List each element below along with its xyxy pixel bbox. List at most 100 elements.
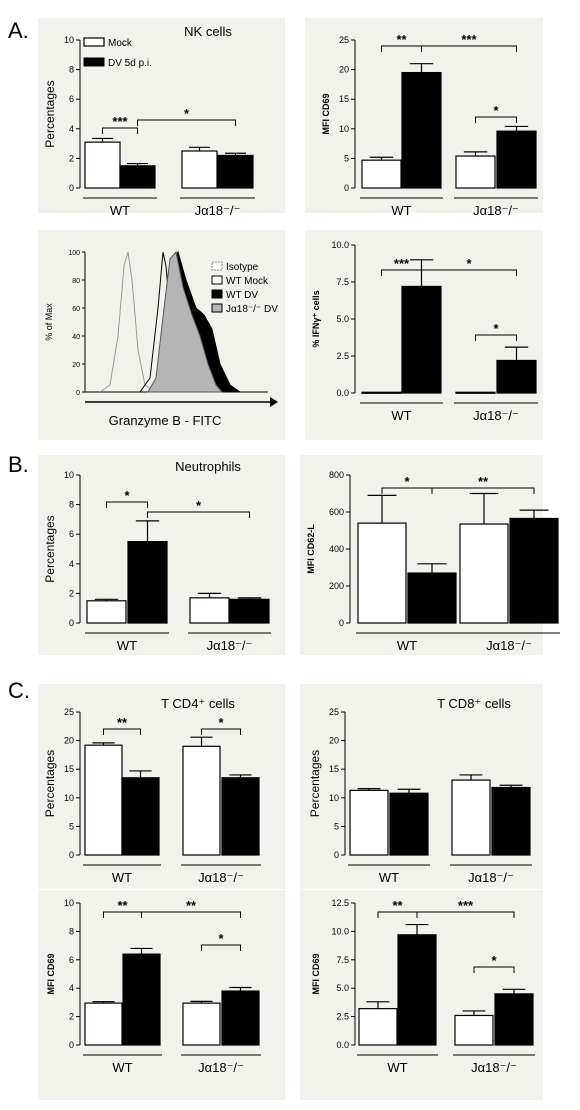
B1-title: Neutrophils — [175, 459, 241, 474]
A2-sig-bracket — [421, 45, 517, 52]
C4-sig-bracket — [473, 966, 515, 973]
A4-y-axis-label: % IFNγ⁺ cells — [311, 290, 321, 347]
A3-x-arrow-head — [270, 397, 278, 407]
A1-y-tick-label: 8 — [69, 65, 74, 75]
A2-sig-label: *** — [461, 32, 477, 47]
B1-y-tick-label: 6 — [69, 529, 74, 539]
C1-bar-mock — [84, 744, 123, 856]
C1-group-label: WT — [112, 870, 132, 885]
B1-bar-mock — [86, 600, 127, 624]
C2-bar-mock — [349, 789, 389, 856]
legend-dv-swatch — [83, 57, 105, 67]
C3-y-tick-label: 8 — [69, 926, 74, 936]
C1-y-tick-label: 5 — [69, 821, 74, 831]
A1-y-tick-label: 4 — [69, 124, 74, 134]
A4-y-tick-label: 5.0 — [336, 314, 349, 324]
B2-y-tick-label: 400 — [329, 544, 344, 554]
C3-bar-mock — [84, 1002, 123, 1046]
C2-y-tick-label: 10 — [329, 793, 339, 803]
C2-y-tick-label: 15 — [329, 764, 339, 774]
A4-y-tick-label: 10.0 — [331, 240, 349, 250]
A1-bar-mock — [181, 150, 218, 189]
C3-y-axis-label: MFI CD69 — [46, 953, 56, 994]
A2-bar-dv — [496, 130, 537, 189]
A3-legend-label: WT Mock — [226, 276, 269, 287]
A2-y-axis-label: MFI CD69 — [321, 93, 331, 134]
B1-bar-mock — [189, 597, 230, 624]
C1-bar-dv — [221, 777, 260, 856]
A3-legend-swatch — [211, 261, 223, 271]
C4-y-tick-label: 12.5 — [331, 898, 349, 908]
A3-legend-label: WT DV — [226, 290, 258, 301]
C3-sig-bracket — [141, 911, 241, 918]
A4-y-tick-label: 7.5 — [336, 277, 349, 287]
A1-sig-label: * — [184, 106, 190, 121]
A1-y-tick-label: 2 — [69, 153, 74, 163]
A1-bar-dv — [217, 154, 254, 189]
C4-y-axis-label: MFI CD69 — [311, 953, 321, 994]
C1-y-tick-label: 15 — [64, 764, 74, 774]
C4-y-tick-label: 5.0 — [336, 983, 349, 993]
panel-label-b: B. — [8, 452, 29, 477]
A1-group-label: Jα18⁻/⁻ — [195, 203, 241, 218]
A1-y-axis-label: Percentages — [43, 80, 57, 147]
C1-y-axis-label: Percentages — [43, 750, 57, 817]
B2-y-tick-label: 0 — [339, 618, 344, 628]
C4-y-tick-label: 0.0 — [336, 1040, 349, 1050]
B1-y-tick-label: 2 — [69, 588, 74, 598]
C1-group-label: Jα18⁻/⁻ — [198, 870, 244, 885]
B2-y-tick-label: 800 — [329, 470, 344, 480]
A1-sig-bracket — [102, 127, 138, 134]
A1-sig-label: *** — [112, 114, 128, 129]
A1-sig-bracket — [137, 119, 236, 126]
A4-y-tick-label: 0.0 — [336, 388, 349, 398]
A3-isotype-curve — [99, 251, 156, 393]
A2-sig-label: ** — [396, 32, 407, 47]
B2-y-tick-label: 200 — [329, 581, 344, 591]
A3-y-axis-label: % of Max — [44, 303, 54, 341]
C2-y-axis-label: Percentages — [308, 750, 322, 817]
A3-y-tick-label: 0 — [76, 390, 80, 397]
A2-y-tick-label: 25 — [339, 35, 349, 45]
C4-bar-mock — [358, 1008, 398, 1046]
A2-bar-mock — [361, 159, 402, 189]
B1-group-label: WT — [117, 638, 137, 653]
legend-mock-label: Mock — [108, 38, 133, 49]
B2-sig-label: ** — [478, 474, 489, 489]
C3-group-label: Jα18⁻/⁻ — [198, 1060, 244, 1075]
C1-sig-bracket — [103, 728, 141, 735]
legend-dv-label: DV 5d p.i. — [108, 58, 152, 69]
C2-group-label: Jα18⁻/⁻ — [468, 870, 514, 885]
A1-title: NK cells — [184, 24, 232, 39]
C2-bar-dv — [389, 792, 429, 856]
C4-sig-label: * — [491, 953, 497, 968]
C3-y-tick-label: 10 — [64, 898, 74, 908]
A4-group-label: Jα18⁻/⁻ — [473, 408, 519, 423]
A2-y-tick-label: 20 — [339, 65, 349, 75]
C1-y-tick-label: 10 — [64, 793, 74, 803]
B1-group-label: Jα18⁻/⁻ — [207, 638, 253, 653]
A2-sig-bracket — [475, 116, 517, 123]
A4-sig-label: *** — [394, 256, 410, 271]
B2-bar-dv — [509, 517, 559, 624]
C4-sig-label: ** — [392, 898, 403, 913]
C3-y-tick-label: 6 — [69, 955, 74, 965]
A3-legend-label: Jα18⁻/⁻ DV — [226, 304, 278, 315]
C4-y-tick-label: 7.5 — [336, 955, 349, 965]
C2-y-tick-label: 0 — [334, 850, 339, 860]
C4-sig-bracket — [416, 911, 515, 918]
C1-sig-bracket — [201, 728, 241, 735]
C4-bar-mock — [454, 1014, 494, 1046]
C1-bar-mock — [182, 745, 221, 856]
A4-bar-dv — [401, 285, 442, 394]
A3-y-tick-label: 20 — [72, 362, 80, 369]
C4-sig-label: *** — [458, 898, 474, 913]
C1-bar-dv — [121, 777, 160, 856]
A1-y-tick-label: 6 — [69, 94, 74, 104]
A3-y-tick-label: 40 — [72, 334, 80, 341]
B1-sig-label: * — [124, 488, 130, 503]
A3-x-axis-label: Granzyme B - FITC — [109, 413, 222, 428]
C3-group-label: WT — [112, 1060, 132, 1075]
A1-group-label: WT — [110, 203, 130, 218]
B2-y-tick-label: 600 — [329, 507, 344, 517]
